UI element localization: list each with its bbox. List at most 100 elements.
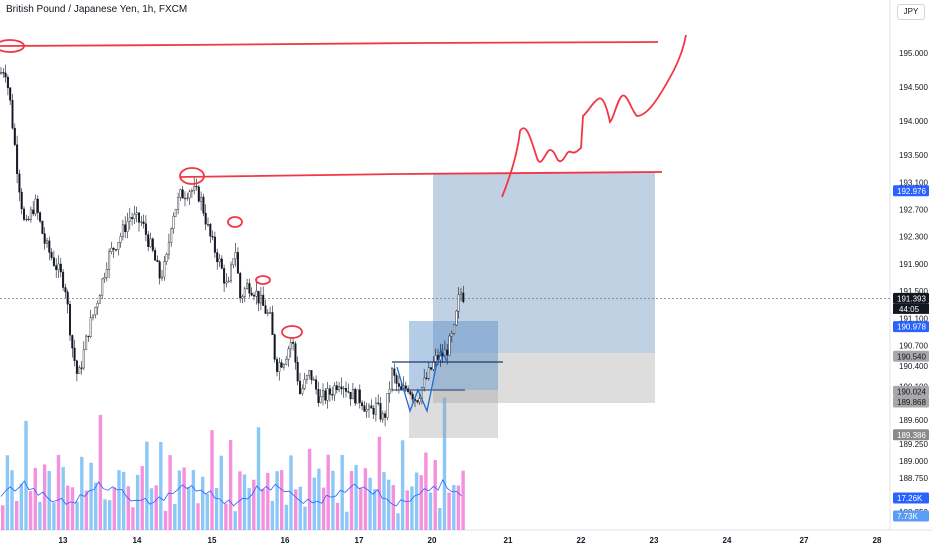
resistance-line-mid [179,171,663,178]
x-tick-label: 16 [281,536,290,545]
candle-body [308,370,311,376]
candle-body [432,362,435,370]
y-tick-label: 192.700 [899,206,928,215]
candle-body [305,375,308,380]
candle-body [200,196,203,202]
volume-bar [196,503,200,530]
candle-body [151,238,154,251]
candle-body [59,263,62,273]
countdown-badge [893,303,929,314]
candle-body [416,400,419,403]
candle-body [9,87,12,101]
volume-bar [1,505,5,531]
candle-body [243,288,246,297]
volume-bar [294,489,298,530]
stop-zone-small [409,390,498,438]
candle-body [322,390,325,397]
x-tick-label: 28 [873,536,882,545]
volume-bar [42,464,47,530]
candle-body [39,212,42,222]
candle-body [453,324,456,334]
y-tick-label: 192.300 [899,233,928,242]
candle-body [34,198,37,215]
candle-body [20,191,23,210]
candle-body [105,269,108,278]
candle-body [218,258,221,263]
volume-bar [112,487,116,530]
volume-bar [284,504,289,530]
time-axis: 13 14 15 16 17 20 21 22 23 24 27 28 [59,536,882,545]
candle-body [183,197,186,200]
candle-body [234,252,237,260]
chart-title: British Pound / Japanese Yen, 1h, FXCM [6,4,188,15]
candle-body [149,238,152,247]
currency-button[interactable]: JPY [897,4,925,20]
candle-body [165,253,168,262]
candle-body [96,303,99,308]
volume-bar [5,455,10,530]
candle-body [328,388,331,395]
candle-body [18,173,21,193]
candle-body [80,367,83,369]
price-badge-label: 190.978 [897,323,926,332]
candle-body [326,388,329,401]
candle-body [156,260,159,262]
volume-bar [252,479,256,530]
candle-body [209,223,212,237]
volume-bar [331,470,335,530]
price-badge-label: 192.976 [897,187,926,196]
volume-bar [438,508,442,530]
volume-ma-line [0,478,462,507]
price-badge [893,385,929,397]
candle-body [103,277,106,280]
candle-body [179,189,182,198]
price-axis: 195.000 194.500 194.000 193.500 193.100 192.7… [899,49,928,517]
candle-body [455,310,458,326]
volume-bar [163,510,168,530]
volume-bar [317,468,321,530]
price-badge-label: 189.386 [897,431,926,440]
candle-body [255,290,258,297]
candle-body [370,405,373,409]
candle-body [193,185,196,191]
candle-body [276,359,279,372]
candle-body [27,218,30,221]
y-tick-label: 191.100 [899,314,928,323]
candle-body [239,273,242,299]
price-badges: 192.976 191.393 44:05 190.978 190.540 190.024… [893,185,929,522]
candle-body [333,385,336,396]
candle-body [213,236,216,253]
volume-bar [433,460,437,530]
x-tick-label: 17 [355,536,364,545]
candle-body [91,314,94,318]
candle-body [257,290,260,304]
volume-bar [177,470,182,530]
volume-bar [117,470,121,530]
candle-body [418,398,421,403]
candle-body [345,388,348,392]
volume-bar [442,397,447,530]
candle-body [46,240,49,244]
candle-body [404,385,407,389]
candle-body [128,217,131,222]
volume-bar [335,502,340,530]
volume-bar [447,492,451,530]
candle-body [204,212,207,225]
volume-bar [140,466,144,530]
candle-body [372,408,375,415]
candle-body [181,189,184,199]
candle-body [131,217,134,219]
annotation-layer [0,34,687,339]
volume-badge-label: 7.73K [897,512,919,521]
candle-body [301,388,304,394]
candle-body [450,333,453,337]
volume-bar [80,456,84,530]
candle-body [363,405,366,412]
y-tick-label: 189.600 [899,416,928,425]
candle-body [319,396,322,403]
price-badge-label: 190.540 [897,352,926,361]
volume-bar [340,455,344,530]
candle-body [170,228,173,243]
volume-bar [149,488,154,530]
